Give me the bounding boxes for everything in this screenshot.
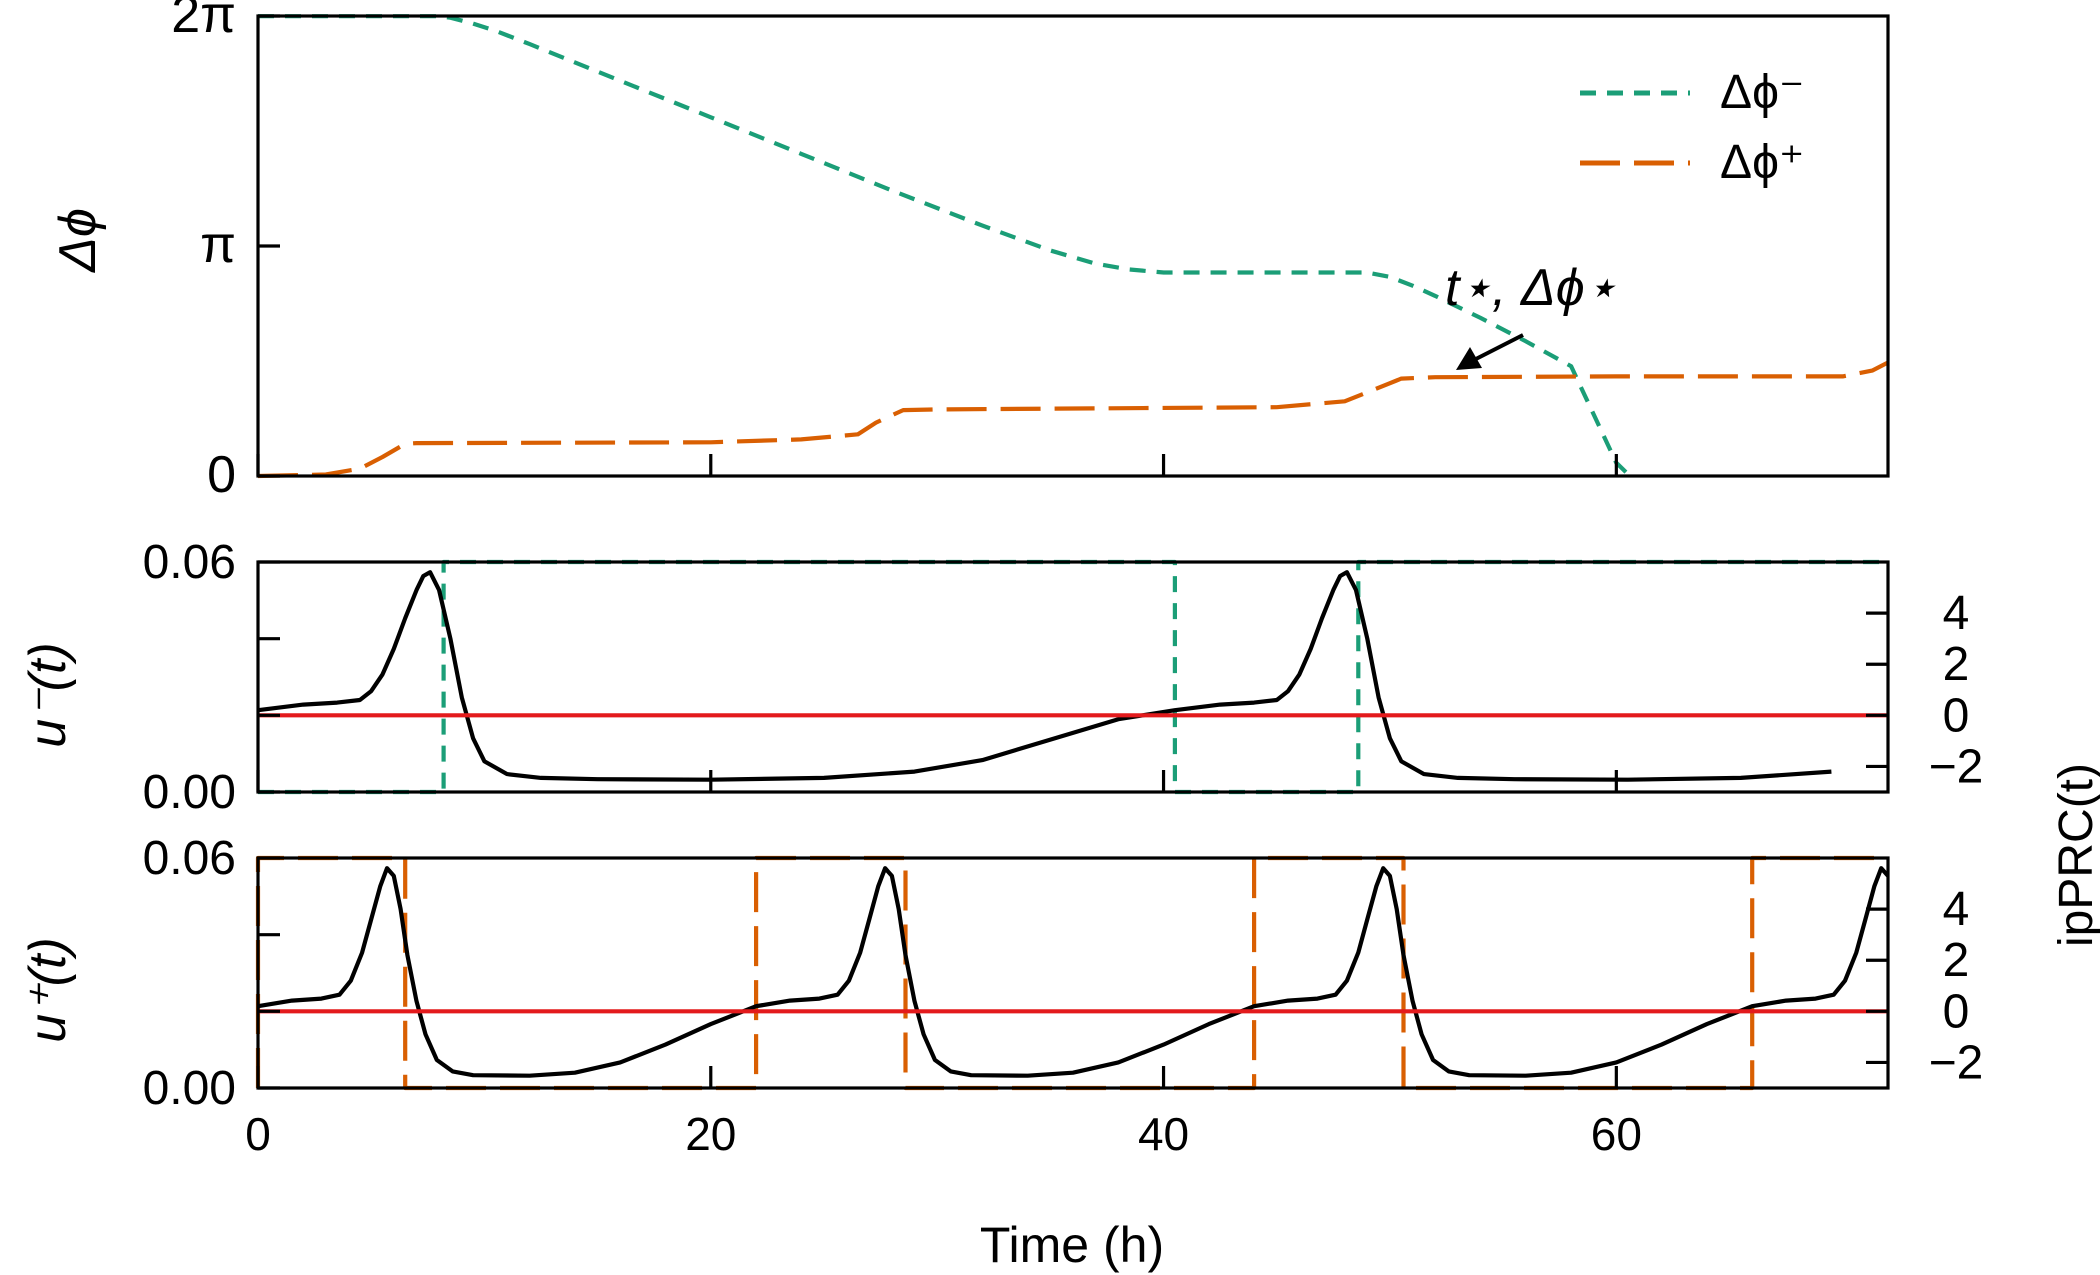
- series-line: [258, 14, 1632, 478]
- crossing-annotation: t⋆, Δϕ⋆: [1445, 259, 1617, 370]
- legend-label-plus: Δϕ⁺: [1720, 136, 1804, 189]
- y-right-tick-label: 0: [1943, 689, 1970, 742]
- y-tick-label: 2π: [171, 0, 236, 44]
- series-line: [257, 360, 1889, 479]
- y-tick-label: 0.06: [143, 832, 236, 885]
- panel-mid-frame: [256, 560, 1890, 794]
- y-tick-label: 0.00: [143, 1062, 236, 1115]
- annotation-arrowhead: [1456, 347, 1482, 370]
- y-right-tick-label: 0: [1943, 985, 1970, 1038]
- legend-label-minus: Δϕ⁻: [1720, 66, 1804, 119]
- y-right-tick-label: −2: [1929, 1036, 1984, 1089]
- y-right-tick-label: 2: [1943, 638, 1970, 691]
- y-right-tick-label: 4: [1943, 883, 1970, 936]
- y-right-tick-label: 4: [1943, 587, 1970, 640]
- x-tick-label: 20: [685, 1108, 736, 1160]
- x-tick-label: 0: [245, 1108, 271, 1160]
- y-right-tick-label: 2: [1943, 934, 1970, 987]
- y-tick-label: 0: [207, 446, 236, 504]
- y-tick-label: 0.06: [143, 536, 236, 589]
- right-y-axis-label: ipPRC(t): [2050, 763, 2100, 947]
- x-axis-label: Time (h): [980, 1217, 1164, 1273]
- y-tick-label: π: [200, 216, 236, 274]
- x-tick-label: 60: [1591, 1108, 1642, 1160]
- annotation-arrow: [1469, 333, 1524, 364]
- series-line: [257, 866, 1890, 1078]
- series-line: [257, 570, 1832, 782]
- bottom-y-axis-label: u⁺(t): [19, 937, 77, 1042]
- middle-y-axis-label: u⁻(t): [19, 642, 77, 747]
- annotation-label: t⋆, Δϕ⋆: [1445, 259, 1617, 317]
- y-tick-label: 0.00: [143, 766, 236, 819]
- legend: Δϕ⁻ Δϕ⁺: [1580, 66, 1804, 189]
- top-y-axis-label: Δϕ: [49, 208, 107, 274]
- series-line: [258, 559, 1888, 795]
- y-right-tick-label: −2: [1929, 740, 1984, 793]
- x-tick-label: 40: [1138, 1108, 1189, 1160]
- panel-bot-frame: [256, 856, 1890, 1090]
- phase-difference-panel: 0 π 2π: [171, 0, 1890, 504]
